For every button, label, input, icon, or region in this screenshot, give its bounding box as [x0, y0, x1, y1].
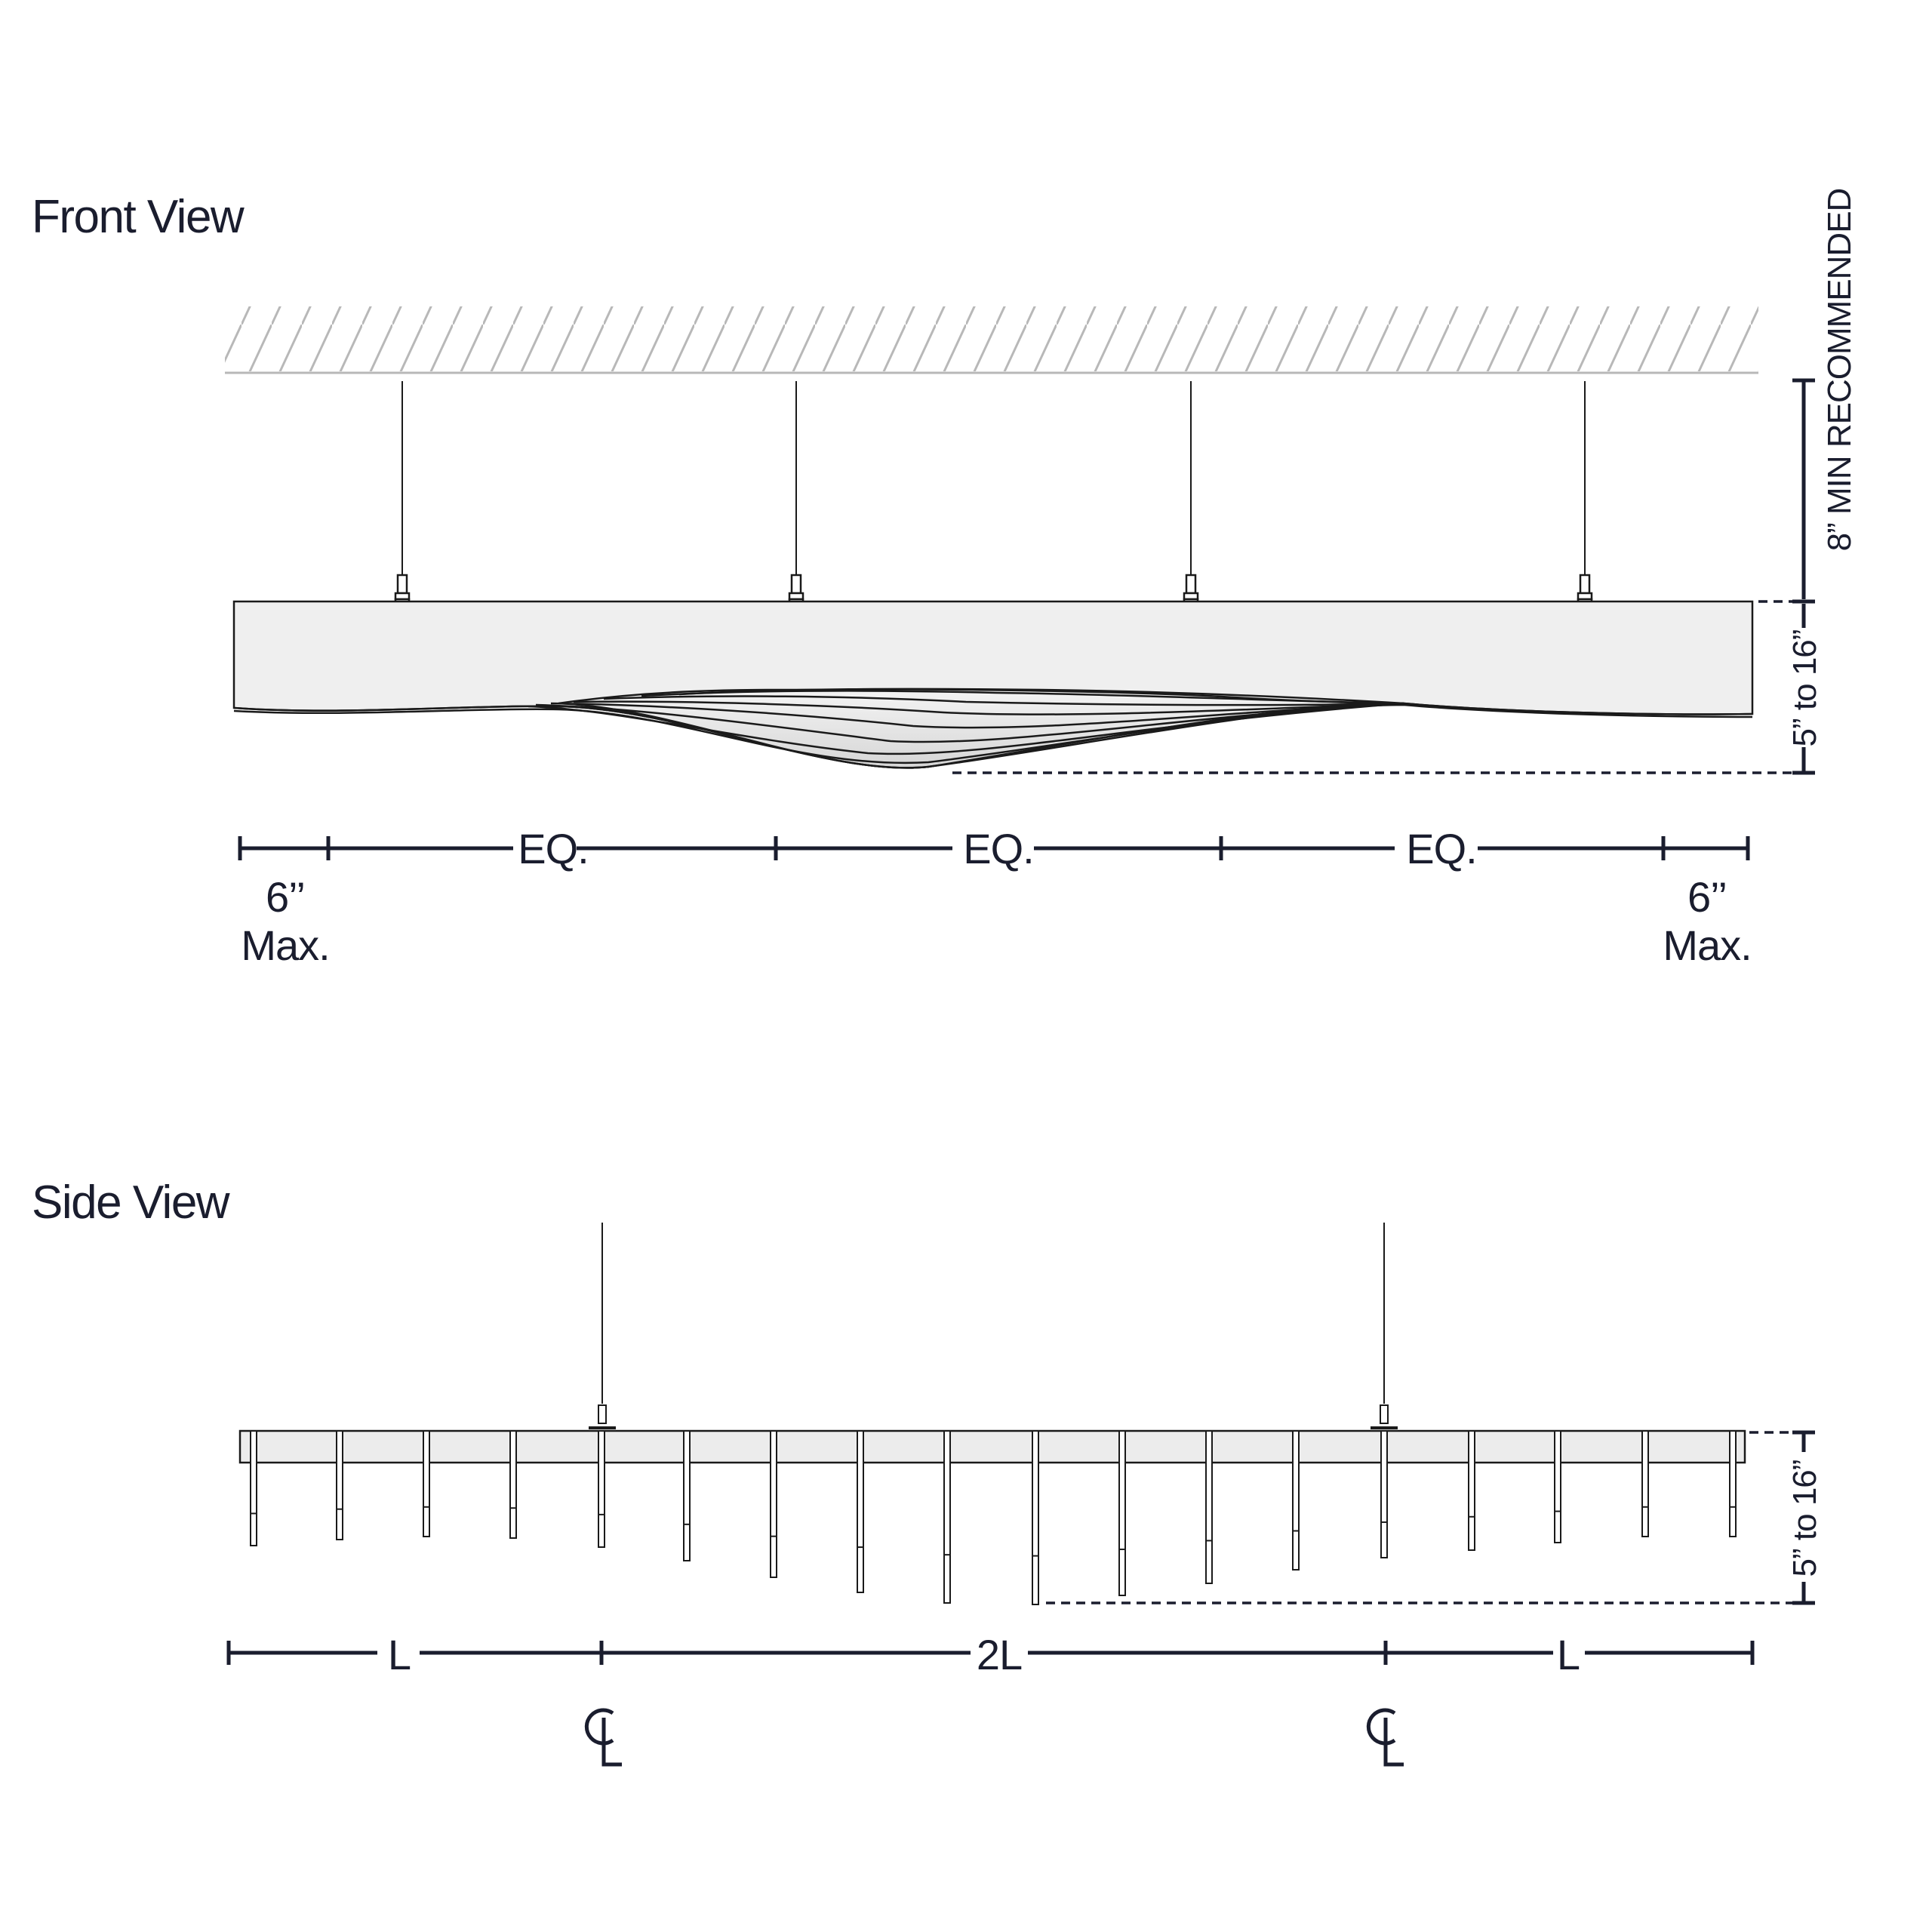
fin-7 — [770, 1430, 777, 1578]
dim-2l-center: 2L — [977, 1631, 1022, 1678]
fixture-front — [232, 600, 1754, 769]
fin-9 — [943, 1430, 951, 1604]
side-height-range-label: 5” to 16” — [1786, 1460, 1823, 1577]
fin-4 — [509, 1430, 517, 1539]
dim-l-left: L — [388, 1631, 411, 1678]
ceiling — [225, 306, 1758, 374]
fin-6 — [683, 1430, 691, 1561]
front-vertical-dimension — [952, 378, 1815, 775]
dim-eq-1: EQ. — [518, 825, 588, 872]
fin-2 — [336, 1430, 343, 1540]
fin-14 — [1380, 1430, 1388, 1558]
fin-15 — [1468, 1430, 1475, 1551]
centerline-symbol-right — [1366, 1708, 1404, 1767]
side-view-title: Side View — [32, 1177, 230, 1229]
fin-11 — [1118, 1430, 1126, 1596]
clearance-label: 8” MIN RECOMMENDED — [1821, 189, 1858, 552]
fixture-side — [238, 1429, 1746, 1605]
fin-10 — [1032, 1430, 1039, 1605]
fin-16 — [1554, 1430, 1561, 1543]
centerline-symbol-left — [584, 1708, 622, 1767]
dim-eq-3: EQ. — [1406, 825, 1476, 872]
dim-right-label: Max. — [1663, 921, 1751, 969]
side-horizontal-dimension — [226, 1641, 1755, 1665]
fin-18 — [1729, 1430, 1737, 1537]
fin-13 — [1292, 1430, 1300, 1571]
side-suspension-cables — [589, 1223, 1398, 1429]
dim-left-label: Max. — [241, 921, 329, 969]
front-height-range-label: 5” to 16” — [1786, 629, 1823, 746]
fin-12 — [1205, 1430, 1213, 1584]
dim-left-value: 6’’ — [266, 873, 305, 921]
fin-1 — [250, 1430, 257, 1546]
side-vertical-dimension — [1046, 1430, 1815, 1605]
dim-l-right: L — [1557, 1631, 1580, 1678]
fin-8 — [857, 1430, 864, 1593]
suspension-cables — [394, 381, 1593, 632]
fin-3 — [423, 1430, 430, 1537]
fin-17 — [1641, 1430, 1649, 1537]
dim-right-value: 6’’ — [1687, 873, 1727, 921]
side-fins — [250, 1430, 1737, 1605]
dim-eq-2: EQ. — [963, 825, 1033, 872]
front-horizontal-dimension — [238, 836, 1750, 860]
fin-5 — [598, 1430, 605, 1548]
front-view-title: Front View — [32, 191, 245, 243]
